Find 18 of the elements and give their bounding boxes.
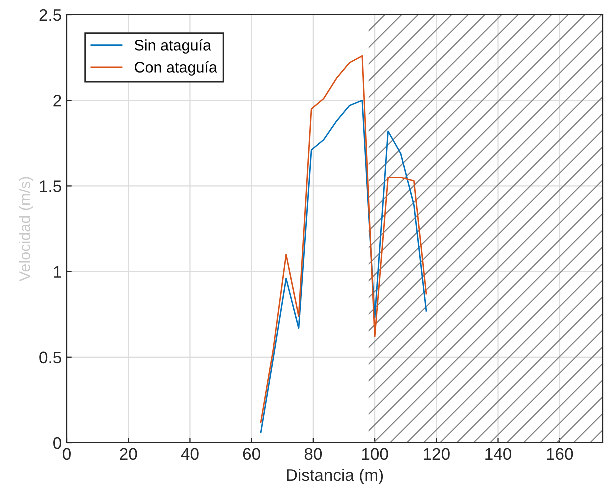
x-tick-label: 140 [486, 448, 512, 460]
legend-label: Sin ataguía [134, 39, 212, 54]
y-tick-label: 0.5 [40, 352, 62, 364]
x-tick-label: 20 [120, 448, 138, 460]
x-axis-title: Distancia (m) [287, 468, 384, 484]
y-tick-label: 1.5 [40, 180, 62, 192]
x-tick-label: 80 [304, 448, 322, 460]
x-tick-label: 160 [547, 448, 574, 460]
y-tick-label: 2 [54, 95, 62, 107]
x-tick-label: 0 [63, 448, 71, 460]
y-tick-label: 1 [54, 266, 62, 278]
x-tick-label: 120 [424, 448, 450, 460]
y-tick-label: 2.5 [40, 9, 62, 22]
y-tick-label: 0 [54, 437, 62, 450]
legend-label: Con ataguía [135, 62, 218, 76]
x-tick-label: 40 [181, 448, 199, 460]
x-tick-label: 60 [243, 448, 260, 460]
x-tick-label: 100 [362, 448, 388, 460]
